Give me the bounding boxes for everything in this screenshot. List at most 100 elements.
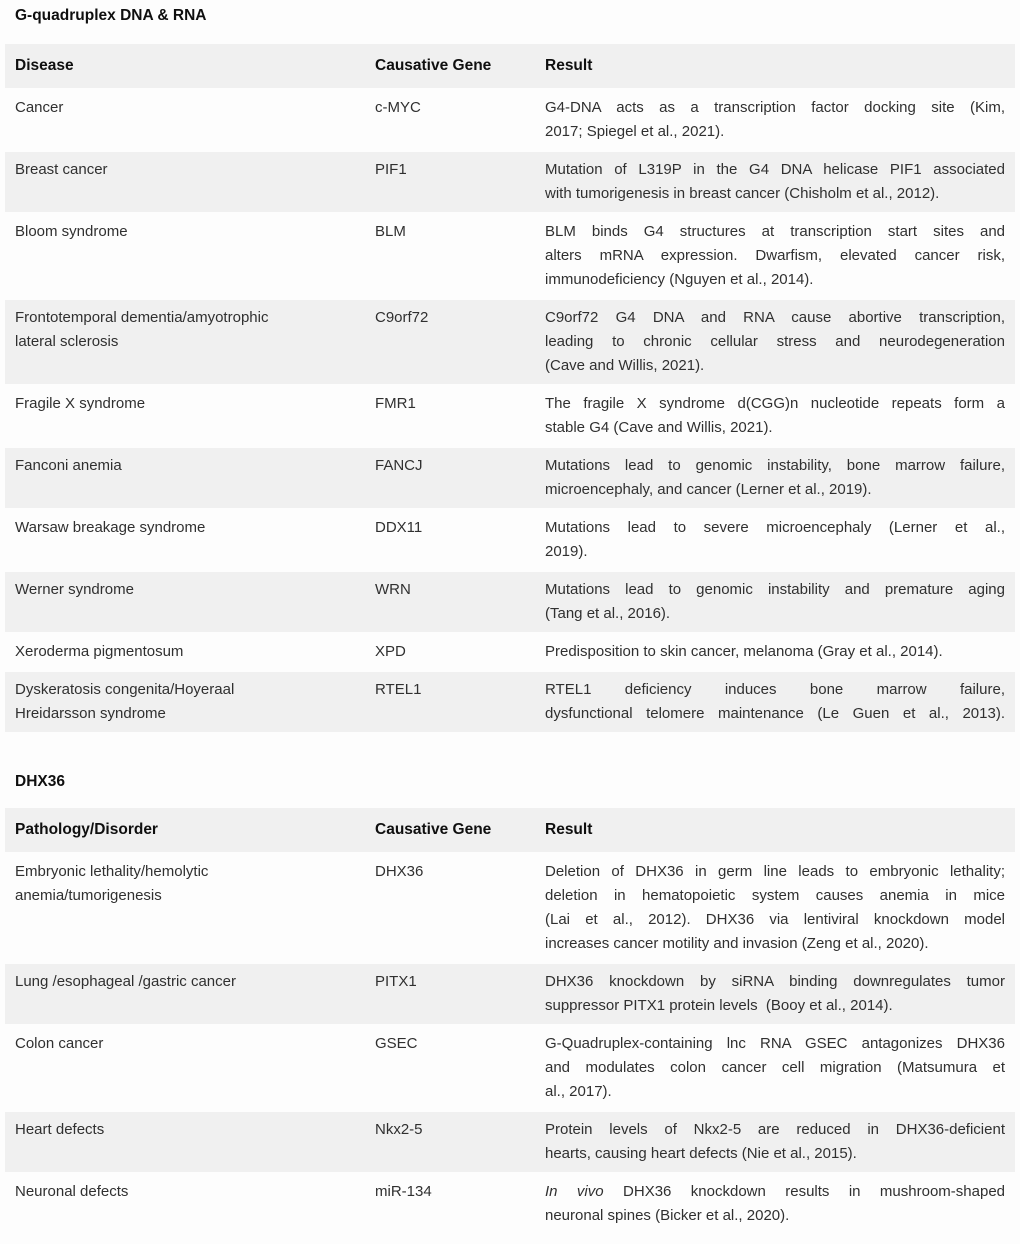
result-cell: Mutation of L319P in the G4 DNA helicase…	[535, 152, 1015, 212]
disease-line: Warsaw breakage syndrome	[15, 519, 206, 536]
result-cell: The fragile X syndrome d(CGG)n nucleotid…	[535, 386, 1015, 446]
disease-line: Hreidarsson syndrome	[15, 705, 166, 722]
table-row: Breast cancer PIF1 Mutation of L319P in th…	[5, 152, 1015, 212]
table-row: Xeroderma pigmentosum XPD Predisposition t…	[5, 634, 1015, 670]
disease-cell: Lung /esophageal /gastric cancer	[5, 964, 365, 1024]
col-header-result: Result	[535, 808, 1015, 852]
result-line: Mutation of L319P in the G4 DNA helicase…	[545, 161, 1005, 178]
table-body: Cancer c-MYC G4-DNA acts as a transcriptio…	[5, 90, 1015, 732]
result-line: DHX36 knockdown by siRNA binding downreg…	[545, 973, 1005, 990]
disease-cell: Warsaw breakage syndrome	[5, 510, 365, 570]
table-row: Neuronal defects miR-134 In vivo DHX36 kno…	[5, 1174, 1015, 1234]
result-line: G-Quadruplex-containing lnc RNA GSEC ant…	[545, 1035, 1005, 1052]
result-line: and modulates colon cancer cell migratio…	[545, 1059, 1005, 1076]
italic-term: In vivo	[545, 1183, 604, 1200]
result-cell: DHX36 knockdown by siRNA binding downreg…	[535, 964, 1015, 1024]
result-cell: Mutations lead to severe microencephaly …	[535, 510, 1015, 570]
result-line: microencephaly, and cancer (Lerner et al…	[545, 481, 872, 498]
disease-line: Werner syndrome	[15, 581, 134, 598]
result-line: RTEL1 deficiency induces bone marrow fai…	[545, 681, 1005, 698]
result-line: BLM binds G4 structures at transcription…	[545, 223, 1005, 240]
result-line: (Lai et al., 2012). DHX36 via lentiviral…	[545, 911, 1005, 928]
result-line: Mutations lead to severe microencephaly …	[545, 519, 1005, 536]
table-row: Cancer c-MYC G4-DNA acts as a transcriptio…	[5, 90, 1015, 150]
result-line: G4-DNA acts as a transcription factor do…	[545, 99, 1005, 116]
result-line: immunodeficiency (Nguyen et al., 2014).	[545, 271, 814, 288]
gene-cell: miR-134	[365, 1174, 535, 1234]
disease-line: Neuronal defects	[15, 1183, 129, 1200]
result-line: 2017; Spiegel et al., 2021).	[545, 123, 725, 140]
gene-cell: PIF1	[365, 152, 535, 212]
disease-line: Lung /esophageal /gastric cancer	[15, 973, 236, 990]
table-row: Werner syndrome WRN Mutations lead to geno…	[5, 572, 1015, 632]
result-line: Mutations lead to genomic instability an…	[545, 581, 1005, 598]
col-header-disease: Disease	[5, 44, 365, 88]
disease-line: Embryonic lethality/hemolytic	[15, 863, 209, 880]
gene-cell: PITX1	[365, 964, 535, 1024]
result-line: suppressor PITX1 protein levels (Booy et…	[545, 997, 893, 1014]
disease-cell: Neuronal defects	[5, 1174, 365, 1234]
table-row: Embryonic lethality/hemolytic anemia/tumo…	[5, 854, 1015, 962]
disease-line: Breast cancer	[15, 161, 108, 178]
disease-line: Xeroderma pigmentosum	[15, 643, 184, 660]
result-cell: G4-DNA acts as a transcription factor do…	[535, 90, 1015, 150]
table-row: Warsaw breakage syndrome DDX11 Mutations l…	[5, 510, 1015, 570]
result-line: al., 2017).	[545, 1083, 612, 1100]
disease-line: Cancer	[15, 99, 64, 116]
disease-cell: Colon cancer	[5, 1026, 365, 1110]
col-header-causative-gene: Causative Gene	[365, 808, 535, 852]
disease-cell: Fragile X syndrome	[5, 386, 365, 446]
result-line: increases cancer motility and invasion (…	[545, 935, 929, 952]
result-cell: RTEL1 deficiency induces bone marrow fai…	[535, 672, 1015, 732]
disease-cell: Bloom syndrome	[5, 214, 365, 298]
result-cell: Mutations lead to genomic instability an…	[535, 572, 1015, 632]
header-row: Disease Causative Gene Result	[5, 44, 1015, 88]
result-cell: In vivo DHX36 knockdown results in mushr…	[535, 1174, 1015, 1234]
disease-cell: Fanconi anemia	[5, 448, 365, 508]
disease-cell: Cancer	[5, 90, 365, 150]
col-header-causative-gene: Causative Gene	[365, 44, 535, 88]
result-line: The fragile X syndrome d(CGG)n nucleotid…	[545, 395, 1005, 412]
result-line: dysfunctional telomere maintenance (Le G…	[545, 705, 1005, 722]
result-line: Protein levels of Nkx2-5 are reduced in …	[545, 1121, 1005, 1138]
result-cell: Deletion of DHX36 in germ line leads to …	[535, 854, 1015, 962]
gene-cell: C9orf72	[365, 300, 535, 384]
gene-cell: FANCJ	[365, 448, 535, 508]
section-dhx36: DHX36 Pathology/Disorder Causative Gene …	[5, 770, 1015, 1236]
result-line: 2019).	[545, 543, 588, 560]
header-row: Pathology/Disorder Causative Gene Result	[5, 808, 1015, 852]
disease-line: Fragile X syndrome	[15, 395, 146, 412]
dhx36-table: Pathology/Disorder Causative Gene Result…	[5, 806, 1015, 1236]
disease-line: Bloom syndrome	[15, 223, 128, 240]
gene-cell: DDX11	[365, 510, 535, 570]
result-cell: G-Quadruplex-containing lnc RNA GSEC ant…	[535, 1026, 1015, 1110]
disease-line: Heart defects	[15, 1121, 105, 1138]
section-title-g-quadruplex: G-quadruplex DNA & RNA	[15, 7, 207, 24]
disease-line: lateral sclerosis	[15, 333, 119, 350]
disease-line: anemia/tumorigenesis	[15, 887, 162, 904]
disease-cell: Breast cancer	[5, 152, 365, 212]
table-row: Heart defects Nkx2-5 Protein levels of Nkx…	[5, 1112, 1015, 1172]
disease-line: Dyskeratosis congenita/Hoyeraal	[15, 681, 235, 698]
gene-cell: WRN	[365, 572, 535, 632]
col-header-result: Result	[535, 44, 1015, 88]
table-body: Embryonic lethality/hemolytic anemia/tumo…	[5, 854, 1015, 1234]
result-line: Mutations lead to genomic instability, b…	[545, 457, 1005, 474]
table-row: Lung /esophageal /gastric cancer PITX1 DHX…	[5, 964, 1015, 1024]
result-line: neuronal spines (Bicker et al., 2020).	[545, 1207, 790, 1224]
table-row: Frontotemporal dementia/amyotrophic later…	[5, 300, 1015, 384]
result-line: alters mRNA expression. Dwarfism, elevat…	[545, 247, 1005, 264]
result-cell: Protein levels of Nkx2-5 are reduced in …	[535, 1112, 1015, 1172]
disease-cell: Xeroderma pigmentosum	[5, 634, 365, 670]
gene-cell: DHX36	[365, 854, 535, 962]
result-line: In vivo DHX36 knockdown results in mushr…	[545, 1183, 1005, 1200]
disease-cell: Embryonic lethality/hemolytic anemia/tumo…	[5, 854, 365, 962]
table-row: Bloom syndrome BLM BLM binds G4 structures…	[5, 214, 1015, 298]
result-line: Deletion of DHX36 in germ line leads to …	[545, 863, 1005, 880]
section-title-dhx36: DHX36	[15, 773, 65, 790]
table-row: Colon cancer GSEC G-Quadruplex-containing …	[5, 1026, 1015, 1110]
result-cell: Mutations lead to genomic instability, b…	[535, 448, 1015, 508]
disease-line: Fanconi anemia	[15, 457, 122, 474]
result-line: Predisposition to skin cancer, melanoma …	[545, 643, 943, 660]
